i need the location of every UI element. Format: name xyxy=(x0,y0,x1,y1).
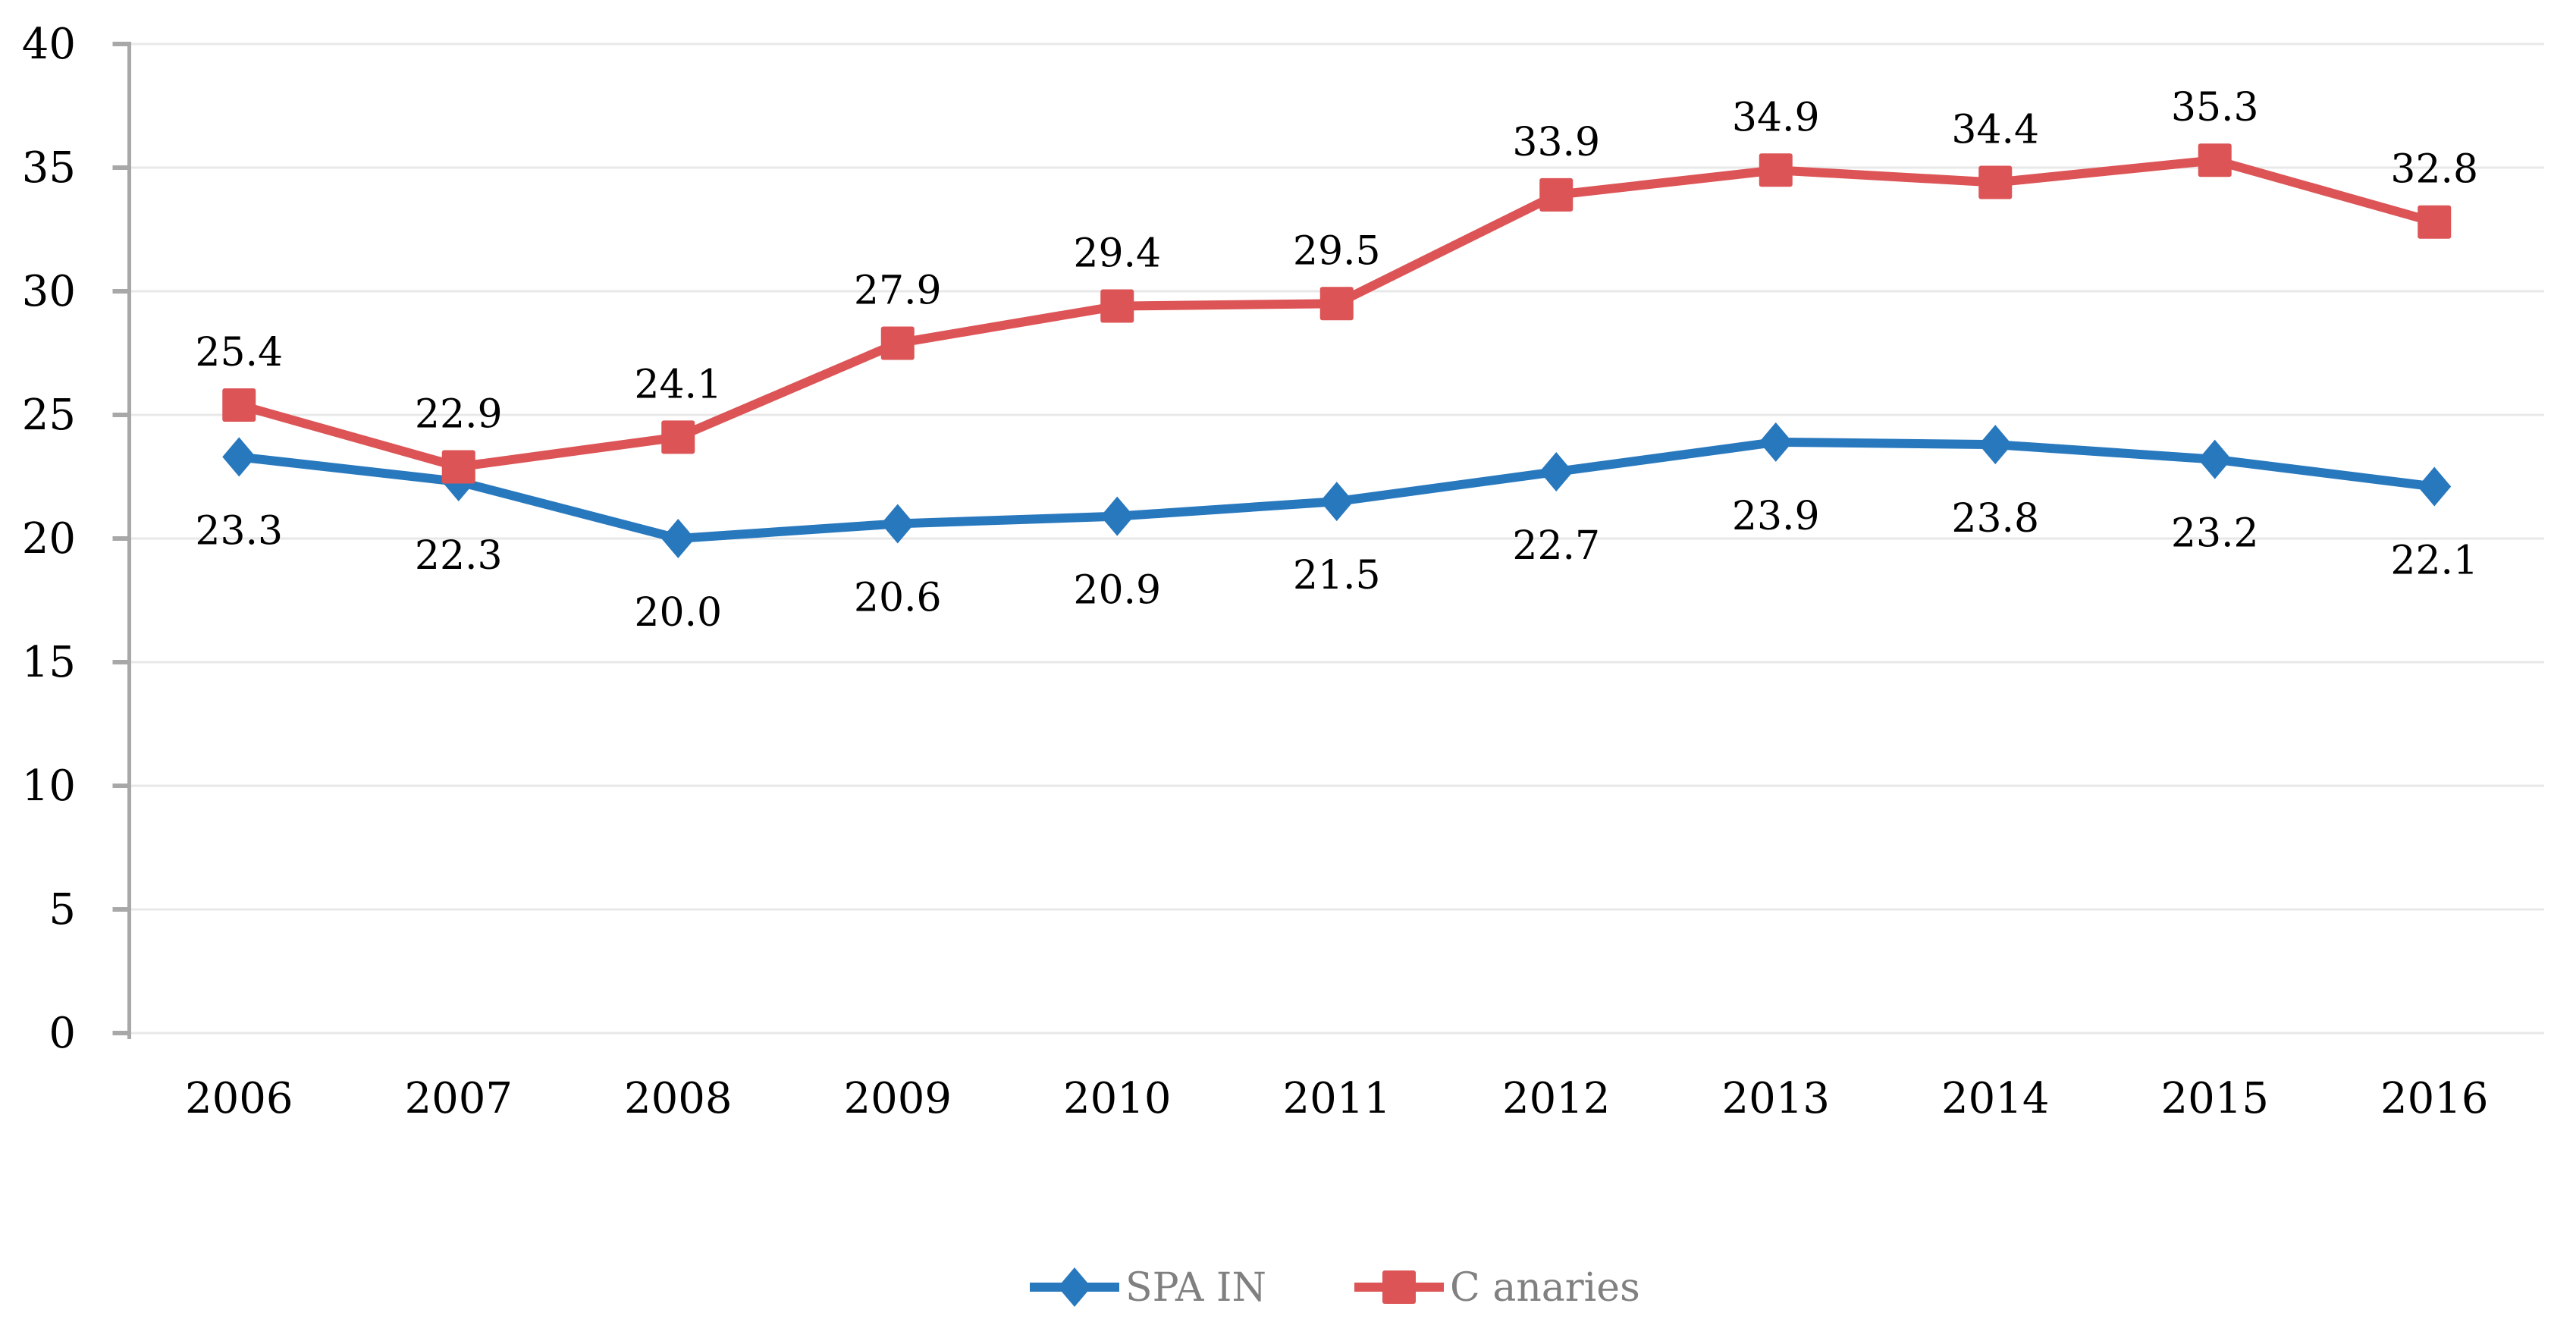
canaries-data-label: 33.9 xyxy=(1512,120,1600,165)
x-axis-label: 2013 xyxy=(1721,1074,1830,1123)
canaries-marker xyxy=(1759,153,1793,187)
spain-marker xyxy=(1539,451,1574,491)
canaries-legend-marker xyxy=(1382,1270,1416,1304)
y-axis-label: 30 xyxy=(22,267,76,316)
spain-marker xyxy=(222,437,256,477)
spain-marker xyxy=(1759,422,1793,462)
canaries-data-label: 27.9 xyxy=(854,268,942,313)
spain-legend-marker xyxy=(1058,1267,1091,1307)
spain-legend-label: SPA IN xyxy=(1125,1265,1266,1311)
spain-data-label: 20.6 xyxy=(854,575,942,620)
spain-marker xyxy=(880,504,915,544)
x-axis-label: 2009 xyxy=(843,1074,952,1123)
canaries-marker xyxy=(1319,287,1354,321)
canaries-data-label: 25.4 xyxy=(195,330,283,375)
spain-marker xyxy=(1100,496,1134,536)
spain-data-label: 21.5 xyxy=(1293,553,1381,598)
canaries-legend-label: C anaries xyxy=(1450,1265,1640,1311)
spain-data-label: 23.3 xyxy=(195,508,283,554)
canaries-data-label: 34.9 xyxy=(1732,95,1820,140)
spain-data-label: 22.7 xyxy=(1512,523,1600,569)
canaries-marker xyxy=(2198,143,2232,177)
y-axis-label: 40 xyxy=(22,20,76,69)
canaries-marker xyxy=(222,388,256,422)
x-axis-label: 2006 xyxy=(185,1074,293,1123)
spain-data-label: 20.0 xyxy=(634,590,722,636)
x-axis-label: 2016 xyxy=(2380,1074,2489,1123)
x-axis-label: 2014 xyxy=(1941,1074,2050,1123)
canaries-data-label: 22.9 xyxy=(415,391,503,437)
x-axis-label: 2010 xyxy=(1063,1074,1172,1123)
y-axis-label: 15 xyxy=(22,638,76,687)
spain-data-label: 22.1 xyxy=(2390,539,2478,584)
spain-marker xyxy=(1978,425,2013,465)
y-axis-label: 5 xyxy=(49,885,76,934)
canaries-data-label: 29.5 xyxy=(1293,228,1381,274)
y-axis-label: 25 xyxy=(22,391,76,440)
x-axis-label: 2012 xyxy=(1502,1074,1611,1123)
y-axis-label: 10 xyxy=(22,762,76,811)
y-axis-label: 20 xyxy=(22,514,76,564)
y-axis-label: 0 xyxy=(49,1009,76,1058)
spain-marker xyxy=(2418,466,2452,507)
canaries-marker xyxy=(1539,177,1574,212)
canaries-marker xyxy=(1978,165,2013,199)
spain-data-label: 20.9 xyxy=(1073,568,1161,614)
canaries-data-label: 24.1 xyxy=(634,362,722,407)
canaries-marker xyxy=(441,450,475,484)
spain-marker xyxy=(2198,439,2232,479)
spain-data-label: 23.8 xyxy=(1951,496,2039,542)
y-axis-label: 35 xyxy=(22,143,76,193)
x-axis-label: 2008 xyxy=(624,1074,733,1123)
canaries-marker xyxy=(2418,205,2452,239)
spain-data-label: 22.3 xyxy=(415,533,503,579)
canaries-data-label: 29.4 xyxy=(1073,231,1161,277)
spain-data-label: 23.9 xyxy=(1732,494,1820,539)
spain-marker xyxy=(661,519,695,558)
x-axis-label: 2007 xyxy=(404,1074,513,1123)
canaries-data-label: 32.8 xyxy=(2390,147,2478,193)
canaries-data-label: 35.3 xyxy=(2171,85,2259,130)
spain-data-label: 23.2 xyxy=(2171,511,2259,557)
x-axis-label: 2015 xyxy=(2160,1074,2269,1123)
canaries-data-label: 34.4 xyxy=(1951,108,2039,153)
x-axis-label: 2011 xyxy=(1282,1074,1391,1123)
canaries-marker xyxy=(661,420,695,454)
spain-marker xyxy=(1319,482,1354,522)
canaries-marker xyxy=(880,326,915,360)
canaries-marker xyxy=(1100,289,1134,323)
